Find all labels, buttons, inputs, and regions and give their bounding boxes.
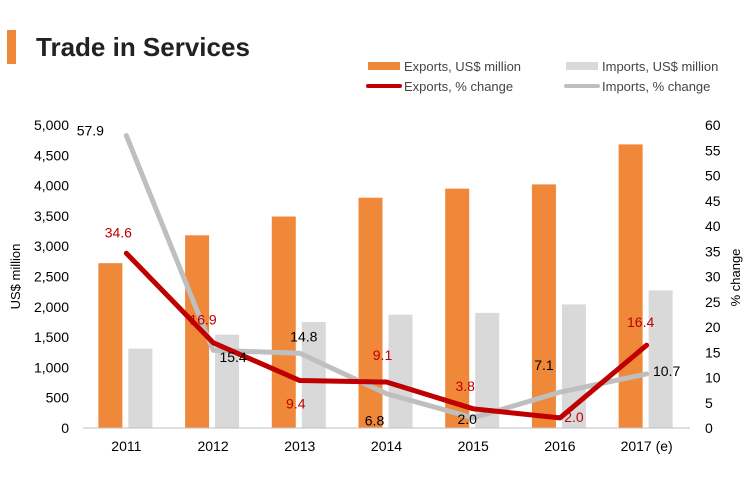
- y2-tick-label: 0: [705, 420, 713, 436]
- imports-bar: [128, 348, 153, 428]
- exports-bar: [271, 216, 296, 428]
- y-tick-label: 5,000: [34, 117, 69, 133]
- imports-change-label: 7.1: [534, 357, 554, 373]
- title-accent-bar: [7, 30, 16, 64]
- x-tick-label: 2017 (e): [621, 438, 673, 454]
- imports-change-label: 10.7: [653, 363, 680, 379]
- y-tick-label: 500: [46, 390, 70, 406]
- y2-tick-label: 5: [705, 395, 713, 411]
- y2-tick-label: 10: [705, 370, 721, 386]
- x-tick-label: 2016: [544, 438, 575, 454]
- exports-bar: [358, 197, 383, 428]
- imports-change-label: 57.9: [77, 123, 104, 139]
- exports-change-label: 34.6: [105, 224, 132, 240]
- y-tick-label: 4,500: [34, 147, 69, 163]
- legend-swatch-0: [368, 62, 400, 70]
- imports-change-label: 6.8: [365, 413, 385, 429]
- y-tick-label: 1,500: [34, 329, 69, 345]
- x-tick-label: 2013: [284, 438, 315, 454]
- exports-change-label: 9.1: [373, 347, 393, 363]
- legend-swatch-1: [566, 62, 598, 70]
- imports-change-line: [123, 133, 650, 421]
- x-tick-label: 2012: [197, 438, 228, 454]
- x-tick-label: 2015: [458, 438, 489, 454]
- imports-bar: [301, 321, 326, 428]
- y-tick-label: 3,000: [34, 238, 69, 254]
- legend-label-2: Exports, % change: [404, 79, 513, 94]
- exports-change-label: 3.8: [455, 378, 475, 394]
- chart-title: Trade in Services: [36, 32, 250, 62]
- y-tick-label: 3,500: [34, 208, 69, 224]
- x-tick-label: 2011: [111, 438, 141, 454]
- y2-tick-label: 30: [705, 269, 721, 285]
- legend-label-1: Imports, US$ million: [602, 59, 718, 74]
- y-axis-title: US$ million: [8, 244, 23, 310]
- exports-change-label: 9.4: [286, 396, 306, 412]
- y2-tick-label: 60: [705, 117, 721, 133]
- y-tick-label: 2,500: [34, 269, 69, 285]
- y2-tick-label: 35: [705, 243, 721, 259]
- y-tick-label: 4,000: [34, 178, 69, 194]
- y-tick-label: 0: [61, 420, 69, 436]
- imports-change-label: 2.0: [457, 411, 477, 427]
- y2-tick-label: 20: [705, 319, 721, 335]
- exports-bar: [618, 144, 643, 428]
- y2-tick-label: 25: [705, 294, 721, 310]
- legend-label-0: Exports, US$ million: [404, 59, 521, 74]
- imports-change-label: 15.4: [219, 349, 246, 365]
- imports-change-label: 14.8: [290, 328, 317, 344]
- exports-change-label: 2.0: [564, 409, 584, 425]
- y2-tick-label: 15: [705, 344, 721, 360]
- y-tick-label: 1,000: [34, 359, 69, 375]
- exports-change-line: [123, 250, 650, 421]
- y2-tick-label: 55: [705, 142, 721, 158]
- imports-bar: [388, 314, 413, 428]
- y-tick-label: 2,000: [34, 299, 69, 315]
- imports-bar: [648, 290, 673, 428]
- exports-bar: [531, 184, 556, 428]
- y2-axis-title: % change: [728, 249, 743, 307]
- exports-change-label: 16.9: [189, 312, 216, 328]
- exports-bar: [98, 263, 123, 428]
- exports-bar: [445, 188, 470, 428]
- y2-tick-label: 50: [705, 168, 721, 184]
- y2-tick-label: 45: [705, 193, 721, 209]
- exports-change-label: 16.4: [627, 314, 654, 330]
- x-tick-label: 2014: [371, 438, 402, 454]
- legend-label-3: Imports, % change: [602, 79, 710, 94]
- y2-tick-label: 40: [705, 218, 721, 234]
